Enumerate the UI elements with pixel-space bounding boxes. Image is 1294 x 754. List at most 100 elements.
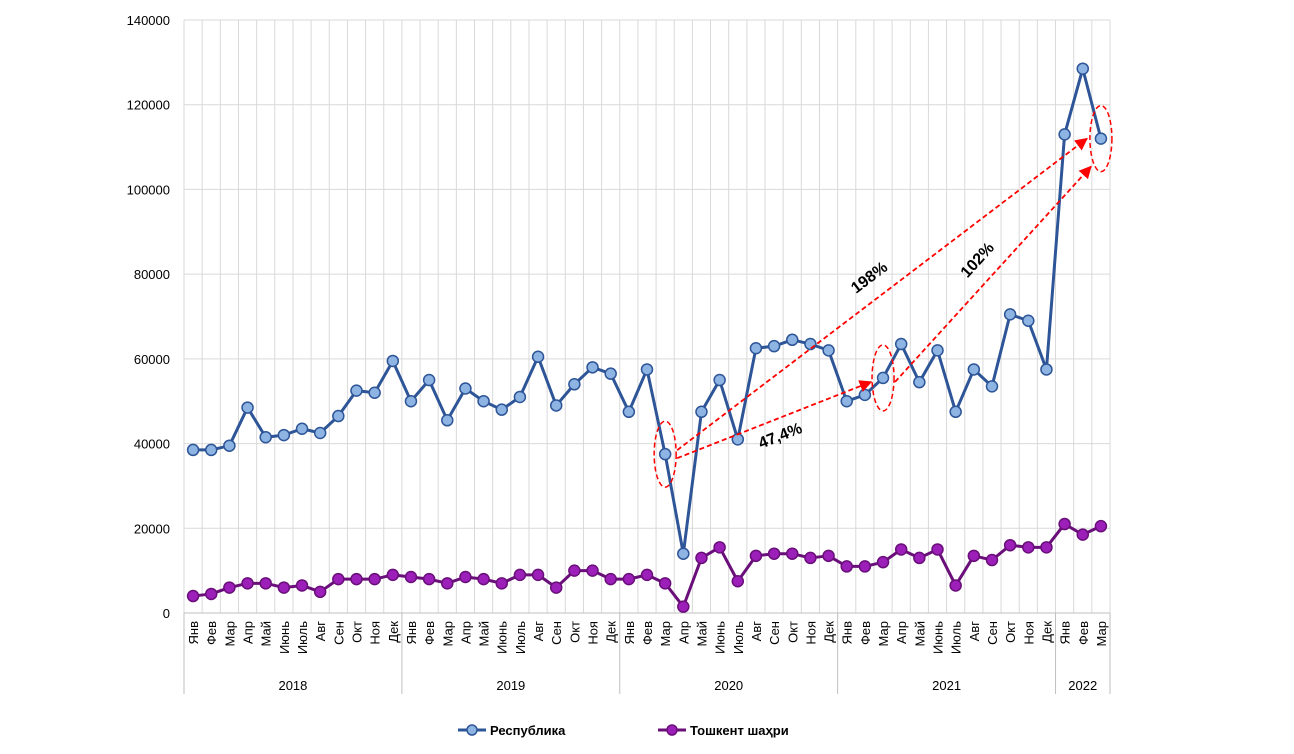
data-point-series-1 <box>495 403 508 416</box>
data-point-series-2 <box>949 579 962 592</box>
data-point-series-2 <box>840 560 853 573</box>
data-point-series-1 <box>1003 308 1017 321</box>
data-point-series-1 <box>531 350 545 363</box>
data-point-series-1 <box>295 422 309 435</box>
x-tick-label-month: Янв <box>840 621 855 645</box>
x-tick-label-month: Июль <box>731 621 746 654</box>
data-point-series-1 <box>1022 314 1035 327</box>
series-lines <box>186 62 1108 613</box>
annotation-arrow <box>676 380 873 459</box>
data-point-series-1 <box>241 401 254 414</box>
data-point-series-1 <box>604 367 617 380</box>
data-point-series-1 <box>985 380 999 393</box>
data-point-series-1 <box>1058 128 1071 141</box>
x-tick-label-month: Сен <box>767 621 782 645</box>
highlight-ellipse <box>871 344 895 412</box>
data-point-series-1 <box>386 354 400 368</box>
data-point-series-1 <box>277 428 291 442</box>
data-point-series-1 <box>822 344 835 357</box>
annotation-arrow <box>676 137 1088 451</box>
data-point-series-2 <box>858 560 872 573</box>
data-point-series-2 <box>985 553 999 567</box>
highlight-ellipse <box>1089 104 1113 173</box>
data-point-series-2 <box>241 577 254 590</box>
data-point-series-1 <box>858 388 872 402</box>
data-point-series-2 <box>204 587 218 601</box>
data-point-series-2 <box>531 568 545 582</box>
x-tick-label-month: Дек <box>604 621 619 643</box>
data-point-series-1 <box>949 405 962 419</box>
legend-swatch-marker <box>666 724 678 736</box>
data-point-series-2 <box>604 572 617 586</box>
axes: 0 20000 40000 60000 80000 100000 120000 140000 Я… <box>127 13 1111 694</box>
data-point-series-2 <box>786 547 799 560</box>
data-point-series-1 <box>350 384 363 397</box>
data-point-series-2 <box>876 555 890 569</box>
y-tick-label: 80000 <box>134 267 170 282</box>
data-point-series-1 <box>1094 132 1108 145</box>
data-point-series-1 <box>568 378 581 391</box>
x-tick-label-month: Дек <box>822 621 837 643</box>
data-point-series-2 <box>622 572 636 586</box>
x-tick-label-month: Июнь <box>277 621 292 654</box>
legend-label: Республика <box>490 723 566 738</box>
data-point-series-2 <box>259 577 272 590</box>
data-point-series-1 <box>332 409 345 423</box>
data-point-series-1 <box>713 373 726 387</box>
data-point-series-2 <box>1003 538 1017 552</box>
data-point-series-1 <box>731 433 745 446</box>
legend-label: Тошкент шаҳри <box>690 723 789 738</box>
y-tick-label: 120000 <box>127 98 170 113</box>
gridlines <box>183 19 1111 614</box>
data-point-series-1 <box>1040 363 1053 376</box>
x-tick-label-month: Июнь <box>931 621 946 654</box>
x-tick-label-month: Мар <box>440 621 455 646</box>
x-tick-label-year: 2022 <box>1068 678 1097 693</box>
x-tick-label-month: Окт <box>785 621 800 643</box>
x-tick-label-month: Сен <box>331 621 346 645</box>
data-point-series-2 <box>350 572 363 586</box>
y-tick-label: 20000 <box>134 521 170 536</box>
x-tick-label-month: Май <box>694 621 709 646</box>
data-point-series-2 <box>549 581 563 594</box>
x-tick-label-month: Фев <box>204 621 219 645</box>
y-tick-label: 0 <box>163 606 170 621</box>
legend: Республика Тошкент шаҳри <box>458 723 789 738</box>
x-tick-label-month: Июль <box>949 621 964 654</box>
x-tick-label-year: 2020 <box>714 678 743 693</box>
x-tick-label-month: Янв <box>1058 621 1073 645</box>
data-point-series-2 <box>313 585 327 599</box>
data-point-series-1 <box>459 382 472 395</box>
x-tick-label-month: Сен <box>985 621 1000 645</box>
data-point-series-1 <box>223 439 236 452</box>
data-point-series-2 <box>913 551 926 565</box>
x-tick-label-year: 2019 <box>496 678 525 693</box>
annotation-label: 198% <box>848 259 891 297</box>
annotations: 198% 102%47,4% <box>653 104 1113 488</box>
data-point-series-2 <box>495 577 508 590</box>
data-point-series-1 <box>677 547 690 560</box>
data-point-series-2 <box>967 549 981 563</box>
data-point-series-2 <box>804 551 817 565</box>
data-point-series-1 <box>513 390 527 404</box>
annotation-arrow <box>894 165 1092 383</box>
data-point-series-1 <box>586 361 599 374</box>
x-tick-label-month: Окт <box>1003 621 1018 643</box>
x-tick-label-month: Окт <box>567 621 582 643</box>
data-point-series-2 <box>332 572 345 586</box>
x-tick-label-month: Мар <box>876 621 891 646</box>
data-point-series-2 <box>277 581 291 594</box>
x-tick-label-year: 2021 <box>932 678 961 693</box>
data-point-series-1 <box>840 394 853 408</box>
x-tick-label-month: Апр <box>894 621 909 644</box>
data-point-series-1 <box>749 342 763 355</box>
data-point-series-1 <box>549 399 563 412</box>
data-point-series-2 <box>441 577 454 590</box>
x-tick-label-month: Мар <box>1094 621 1109 646</box>
data-point-series-1 <box>967 363 981 376</box>
x-tick-label-month: Янв <box>622 621 637 645</box>
data-point-series-1 <box>658 447 672 461</box>
x-tick-label-month: Мар <box>658 621 673 646</box>
data-point-series-2 <box>513 568 527 582</box>
data-point-series-1 <box>786 333 799 347</box>
